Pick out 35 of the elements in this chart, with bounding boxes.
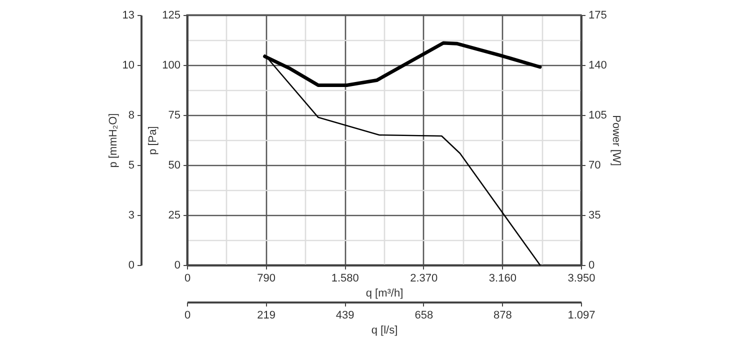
y2-tick-label: 140 — [588, 60, 607, 72]
y2-tick-label: 35 — [588, 210, 601, 222]
x-axis-title: q [m³/h] — [366, 288, 404, 300]
y-tick-label: 100 — [162, 60, 180, 72]
y-tick-label: 75 — [168, 110, 180, 122]
y2-axis-title: Power [W] — [610, 115, 622, 166]
x-tick-label: 790 — [257, 272, 276, 284]
y3-tick-label: 10 — [122, 60, 134, 72]
x2-tick-label: 219 — [257, 310, 276, 322]
x-tick-label: 3.950 — [568, 272, 596, 284]
x-tick-label: 0 — [184, 272, 191, 284]
y3-tick-label: 0 — [128, 260, 134, 272]
x2-axis-title: q [l/s] — [371, 324, 398, 336]
y3-tick-label: 13 — [122, 10, 134, 22]
y2-tick-label: 175 — [588, 10, 607, 22]
x2-tick-label: 1.097 — [568, 310, 596, 322]
x2-tick-label: 878 — [494, 310, 512, 322]
x2-tick-label: 658 — [414, 310, 434, 322]
y-tick-label: 25 — [168, 210, 180, 222]
y3-tick-label: 8 — [128, 110, 134, 122]
y2-tick-label: 105 — [588, 110, 607, 122]
y2-tick-label: 70 — [588, 160, 601, 172]
x2-tick-label: 0 — [184, 310, 191, 322]
y3-tick-label: 5 — [128, 160, 134, 172]
x-tick-label: 1.580 — [331, 272, 359, 284]
y2-tick-label: 0 — [588, 260, 595, 272]
y-tick-label: 0 — [174, 260, 180, 272]
y-axis-title: p [Pa] — [147, 126, 160, 155]
y-tick-label: 125 — [162, 10, 180, 22]
x-tick-label: 2.370 — [410, 272, 438, 284]
y-tick-label: 50 — [168, 160, 180, 172]
x2-tick-label: 439 — [336, 310, 354, 322]
y3-axis-title: p [mmH₂O] — [107, 113, 120, 168]
y3-tick-label: 3 — [128, 210, 134, 222]
x-tick-label: 3.160 — [488, 272, 516, 284]
